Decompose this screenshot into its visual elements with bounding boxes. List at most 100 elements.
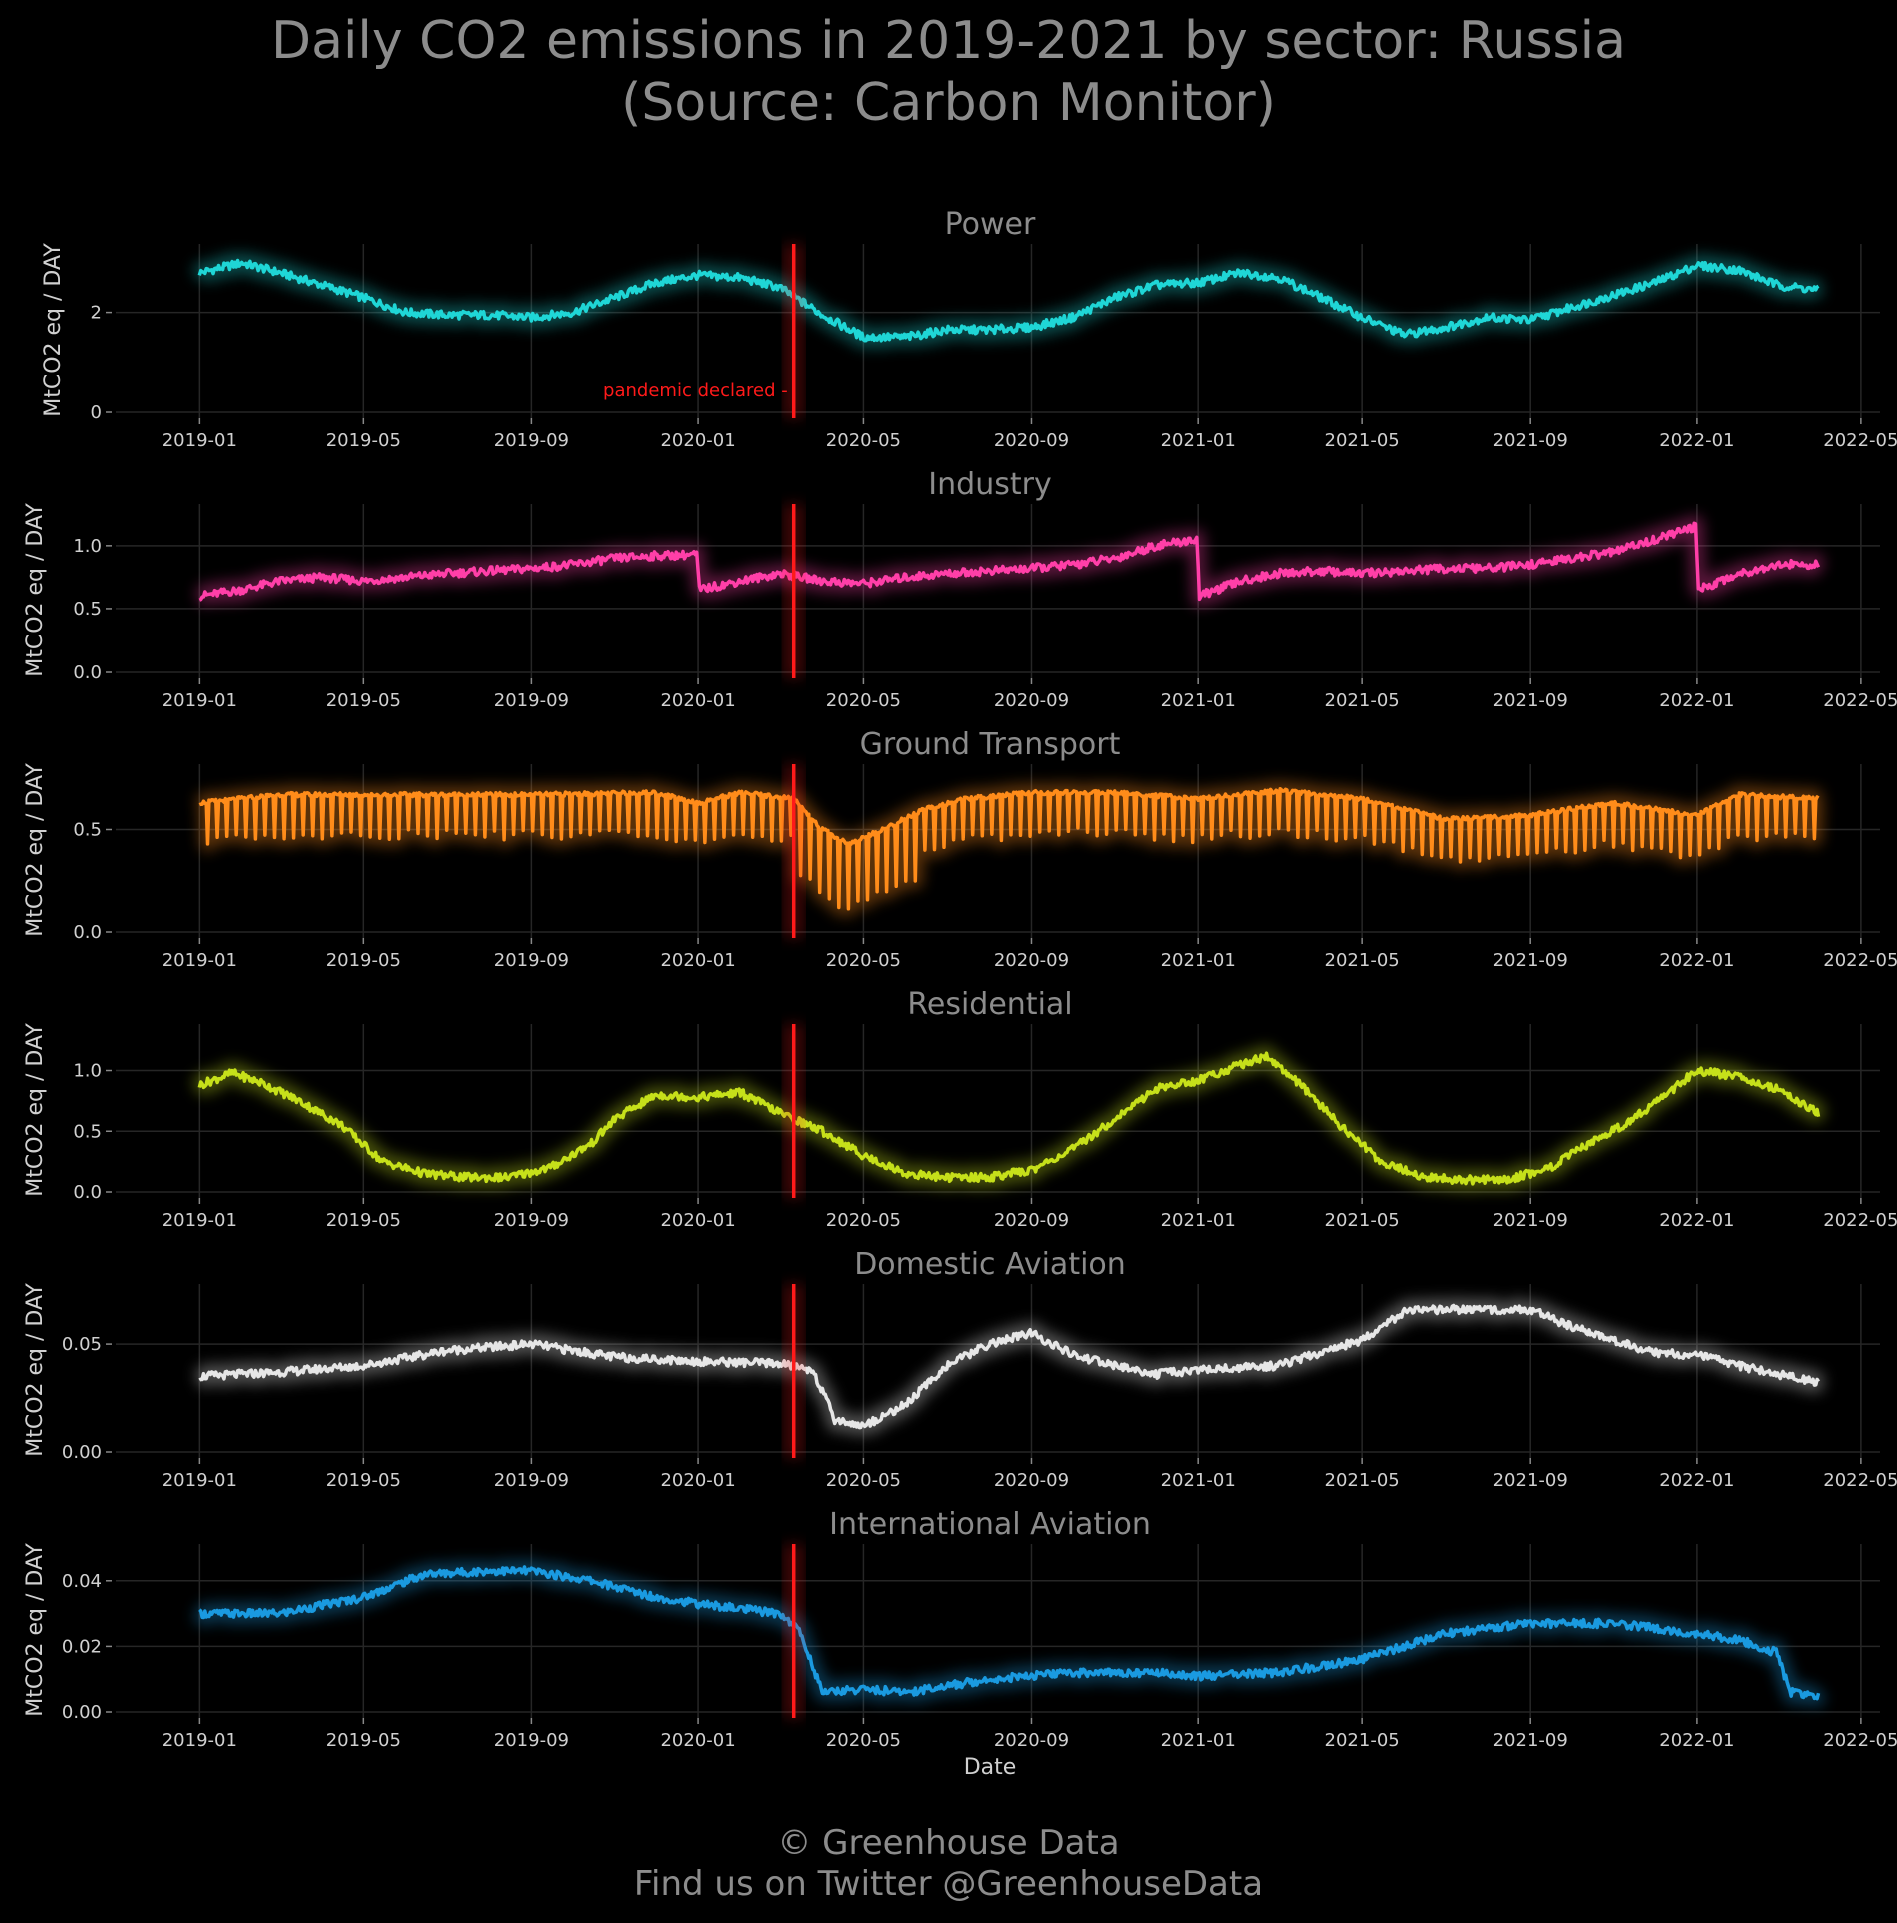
industry-xtick-label: 2021-05 (1325, 690, 1400, 711)
international-aviation-ytick-label: 0.02 (62, 1636, 102, 1657)
industry-xtick-label: 2019-09 (494, 690, 569, 711)
residential-ylabel: MtCO2 eq / DAY (23, 1023, 48, 1197)
international-aviation-xtick-label: 2021-09 (1493, 1730, 1568, 1751)
industry-series-line (198, 521, 1821, 602)
industry-ylabel: MtCO2 eq / DAY (23, 503, 48, 677)
power-ylabel: MtCO2 eq / DAY (41, 243, 66, 417)
industry-xtick-label: 2021-09 (1493, 690, 1568, 711)
power-xtick-label: 2019-01 (162, 430, 237, 451)
residential-ytick-label: 1.0 (73, 1061, 102, 1082)
ground-transport-series-line (198, 786, 1820, 911)
industry-ytick-label: 0.0 (73, 662, 102, 683)
industry-xtick-label: 2020-09 (994, 690, 1069, 711)
ground-transport-xtick-label: 2020-05 (826, 950, 901, 971)
ground-transport-xtick-label: 2019-05 (326, 950, 401, 971)
chart-title-line1: Daily CO2 emissions in 2019-2021 by sect… (271, 11, 1626, 71)
ground-transport-xtick-label: 2020-09 (994, 950, 1069, 971)
industry-series-glow (192, 515, 1826, 608)
domestic-aviation-xtick-label: 2022-05 (1823, 1470, 1897, 1491)
industry-ytick-label: 0.5 (73, 599, 102, 620)
ground-transport-ylabel: MtCO2 eq / DAY (23, 763, 48, 937)
power-xtick-label: 2019-09 (494, 430, 569, 451)
residential-title: Residential (907, 987, 1072, 1022)
international-aviation-xtick-label: 2019-05 (326, 1730, 401, 1751)
power-xtick-label: 2022-05 (1823, 430, 1897, 451)
industry-xtick-label: 2021-01 (1161, 690, 1236, 711)
domestic-aviation-title: Domestic Aviation (854, 1247, 1126, 1282)
ground-transport-xtick-label: 2022-05 (1823, 950, 1897, 971)
ground-transport-xtick-label: 2021-05 (1325, 950, 1400, 971)
residential-xtick-label: 2021-05 (1325, 1210, 1400, 1231)
footer-twitter: Find us on Twitter @GreenhouseData (633, 1864, 1264, 1904)
residential-ytick-label: 0.5 (73, 1121, 102, 1142)
residential-xtick-label: 2021-01 (1161, 1210, 1236, 1231)
power-xtick-label: 2019-05 (326, 430, 401, 451)
international-aviation-xtick-label: 2021-05 (1325, 1730, 1400, 1751)
domestic-aviation-xtick-label: 2019-05 (326, 1470, 401, 1491)
international-aviation-xtick-label: 2019-09 (494, 1730, 569, 1751)
industry-xtick-label: 2020-05 (826, 690, 901, 711)
residential-xtick-label: 2020-01 (660, 1210, 735, 1231)
domestic-aviation-xtick-label: 2020-05 (826, 1470, 901, 1491)
ground-transport-xtick-label: 2021-09 (1493, 950, 1568, 971)
industry-xtick-label: 2022-01 (1659, 690, 1734, 711)
x-axis-label: Date (964, 1755, 1017, 1780)
domestic-aviation-xtick-label: 2021-01 (1161, 1470, 1236, 1491)
ground-transport-ytick-label: 0.0 (73, 922, 102, 943)
international-aviation-xtick-label: 2020-01 (660, 1730, 735, 1751)
international-aviation-ytick-label: 0.04 (62, 1571, 102, 1592)
ground-transport-xtick-label: 2019-09 (494, 950, 569, 971)
domestic-aviation-ytick-label: 0.05 (62, 1334, 102, 1355)
power-ytick-label: 0 (91, 402, 102, 423)
power-xtick-label: 2020-01 (660, 430, 735, 451)
power-xtick-label: 2021-01 (1161, 430, 1236, 451)
domestic-aviation-xtick-label: 2021-09 (1493, 1470, 1568, 1491)
ground-transport-xtick-label: 2020-01 (660, 950, 735, 971)
residential-xtick-label: 2021-09 (1493, 1210, 1568, 1231)
residential-xtick-label: 2019-09 (494, 1210, 569, 1231)
domestic-aviation-xtick-label: 2020-01 (660, 1470, 735, 1491)
international-aviation-xtick-label: 2019-01 (162, 1730, 237, 1751)
residential-ytick-label: 0.0 (73, 1182, 102, 1203)
power-xtick-label: 2021-05 (1325, 430, 1400, 451)
power-title: Power (945, 207, 1036, 242)
domestic-aviation-xtick-label: 2020-09 (994, 1470, 1069, 1491)
domestic-aviation-series-line (198, 1303, 1820, 1430)
domestic-aviation-xtick-label: 2019-09 (494, 1470, 569, 1491)
domestic-aviation-xtick-label: 2021-05 (1325, 1470, 1400, 1491)
residential-xtick-label: 2019-01 (162, 1210, 237, 1231)
residential-xtick-label: 2020-05 (826, 1210, 901, 1231)
international-aviation-title: International Aviation (829, 1507, 1151, 1542)
international-aviation-xtick-label: 2020-09 (994, 1730, 1069, 1751)
industry-xtick-label: 2019-01 (162, 690, 237, 711)
residential-series-line (197, 1051, 1821, 1186)
pandemic-annotation: pandemic declared - (603, 380, 788, 401)
international-aviation-xtick-label: 2022-05 (1823, 1730, 1897, 1751)
residential-series-glow (191, 1045, 1827, 1192)
residential-xtick-label: 2022-01 (1659, 1210, 1734, 1231)
domestic-aviation-xtick-label: 2022-01 (1659, 1470, 1734, 1491)
chart-title-line2: (Source: Carbon Monitor) (621, 73, 1276, 133)
industry-ytick-label: 1.0 (73, 536, 102, 557)
residential-xtick-label: 2020-09 (994, 1210, 1069, 1231)
power-xtick-label: 2020-05 (826, 430, 901, 451)
international-aviation-xtick-label: 2020-05 (826, 1730, 901, 1751)
international-aviation-ylabel: MtCO2 eq / DAY (23, 1543, 48, 1717)
domestic-aviation-series-glow (192, 1297, 1826, 1436)
power-ytick-label: 2 (91, 303, 102, 324)
ground-transport-ytick-label: 0.5 (73, 820, 102, 841)
industry-xtick-label: 2022-05 (1823, 690, 1897, 711)
international-aviation-xtick-label: 2021-01 (1161, 1730, 1236, 1751)
power-xtick-label: 2020-09 (994, 430, 1069, 451)
domestic-aviation-xtick-label: 2019-01 (162, 1470, 237, 1491)
residential-xtick-label: 2022-05 (1823, 1210, 1897, 1231)
ground-transport-xtick-label: 2022-01 (1659, 950, 1734, 971)
ground-transport-xtick-label: 2019-01 (162, 950, 237, 971)
domestic-aviation-ytick-label: 0.00 (62, 1442, 102, 1463)
domestic-aviation-ylabel: MtCO2 eq / DAY (23, 1283, 48, 1457)
international-aviation-xtick-label: 2022-01 (1659, 1730, 1734, 1751)
industry-xtick-label: 2020-01 (660, 690, 735, 711)
international-aviation-series-line (198, 1565, 1821, 1701)
industry-title: Industry (928, 467, 1051, 502)
